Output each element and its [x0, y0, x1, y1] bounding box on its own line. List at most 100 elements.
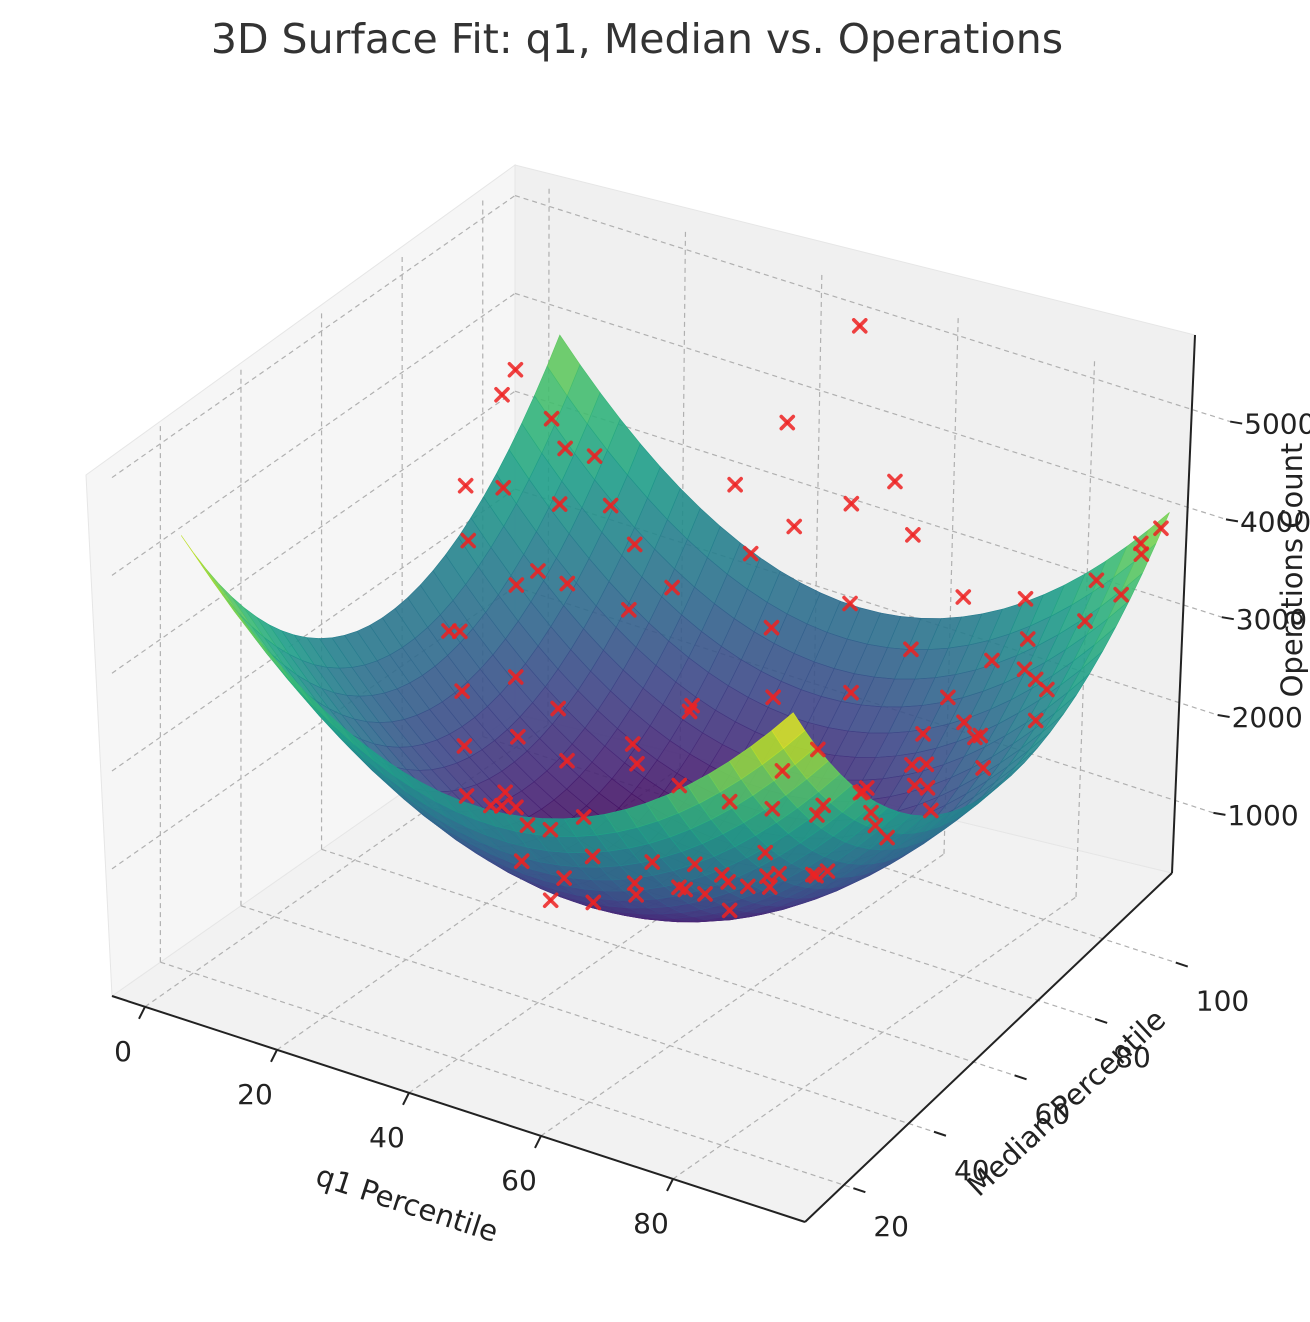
- grid-line: [514, 292, 1227, 520]
- data-point: [543, 410, 560, 427]
- data-point: [858, 780, 875, 796]
- data-point: [1153, 520, 1169, 537]
- data-point-stroke: [621, 602, 637, 618]
- data-point-stroke: [543, 410, 560, 427]
- y-tick-mark: [1094, 1018, 1108, 1024]
- data-point: [575, 809, 592, 825]
- data-point: [684, 697, 700, 714]
- data-point: [843, 495, 860, 512]
- data-point: [629, 755, 645, 772]
- data-point: [454, 683, 470, 699]
- data-point: [786, 518, 803, 535]
- data-point-stroke: [842, 595, 858, 612]
- data-point-stroke: [779, 414, 796, 431]
- data-point: [906, 777, 923, 794]
- data-point-stroke: [786, 518, 803, 535]
- data-point-stroke: [494, 386, 510, 403]
- data-point-stroke: [677, 881, 693, 898]
- data-point-stroke: [497, 784, 513, 801]
- data-point-stroke: [493, 798, 510, 814]
- data-point-stroke: [457, 477, 474, 494]
- data-point: [483, 797, 499, 814]
- data-point-stroke: [1153, 520, 1169, 537]
- data-point-stroke: [559, 752, 575, 769]
- grid-line: [160, 961, 854, 1189]
- data-point-stroke: [984, 652, 1000, 669]
- data-point: [628, 887, 644, 903]
- data-point-stroke: [508, 799, 524, 816]
- data-point: [677, 881, 693, 898]
- x-tick-label: 40: [369, 1121, 405, 1154]
- data-point: [530, 563, 546, 579]
- data-point-stroke: [1088, 572, 1105, 589]
- data-point-stroke: [508, 577, 525, 593]
- data-point: [819, 863, 836, 879]
- data-point-stroke: [454, 683, 470, 699]
- y-tick-mark: [853, 1187, 866, 1194]
- data-point-stroke: [1077, 613, 1093, 629]
- data-point: [972, 727, 989, 744]
- data-point-stroke: [697, 886, 713, 902]
- data-point-stroke: [1017, 590, 1034, 607]
- data-point: [497, 784, 513, 801]
- data-point-stroke: [720, 874, 736, 890]
- x-tick-label: 20: [237, 1078, 273, 1111]
- data-point-stroke: [687, 856, 703, 873]
- data-point-stroke: [664, 579, 680, 596]
- data-point-stroke: [867, 817, 884, 834]
- y-axis-line: [804, 872, 1173, 1223]
- data-markers: [441, 318, 1169, 919]
- data-point-stroke: [602, 497, 619, 514]
- x-tick-mark: [402, 1092, 410, 1106]
- data-point: [955, 589, 972, 605]
- data-point: [664, 579, 680, 596]
- data-point: [507, 361, 524, 378]
- data-point: [507, 669, 524, 685]
- data-point-stroke: [585, 894, 602, 911]
- data-point-stroke: [483, 797, 499, 814]
- z-tick-mark: [1221, 616, 1234, 621]
- data-point: [923, 802, 939, 819]
- z-tick-label: 5000: [1244, 408, 1310, 441]
- data-point: [742, 545, 759, 562]
- data-point: [863, 804, 879, 821]
- axis-lines: [111, 334, 1196, 1223]
- data-point: [542, 821, 559, 838]
- data-point: [940, 689, 956, 706]
- grid-line: [514, 390, 1222, 618]
- data-point: [550, 700, 566, 717]
- grid-line: [111, 195, 516, 479]
- y-tick-label: 80: [1115, 1041, 1151, 1074]
- data-point: [460, 532, 477, 549]
- data-point: [508, 799, 524, 816]
- y-tick-label: 60: [1035, 1097, 1071, 1130]
- data-point-stroke: [1027, 712, 1044, 729]
- x-tick-mark: [666, 1178, 674, 1192]
- data-point-stroke: [863, 804, 879, 821]
- data-point-stroke: [507, 669, 524, 685]
- data-point: [624, 736, 641, 752]
- y-tick-mark: [1014, 1074, 1027, 1081]
- data-point: [1133, 546, 1150, 562]
- data-point: [903, 641, 919, 658]
- data-point: [458, 788, 475, 804]
- data-point: [721, 902, 738, 919]
- data-point-stroke: [851, 318, 868, 334]
- data-point: [757, 844, 774, 861]
- x-tick-label: 60: [501, 1164, 537, 1197]
- data-point-stroke: [975, 760, 991, 776]
- data-point: [720, 874, 736, 890]
- data-point-stroke: [1113, 586, 1129, 603]
- x-tick-label: 80: [633, 1207, 669, 1240]
- z-tick-label: 4000: [1240, 505, 1310, 538]
- grid-line: [514, 194, 1231, 423]
- data-point: [584, 848, 601, 865]
- data-point-stroke: [575, 809, 592, 825]
- x-tick-label: 0: [114, 1035, 132, 1068]
- x-tick-mark: [138, 1006, 146, 1020]
- data-point-stroke: [721, 902, 738, 919]
- grid-line: [672, 896, 1077, 1180]
- x-tick-mark: [270, 1049, 278, 1063]
- chart-title: 3D Surface Fit: q1, Median vs. Operation…: [211, 15, 1063, 63]
- data-point-stroke: [495, 479, 512, 496]
